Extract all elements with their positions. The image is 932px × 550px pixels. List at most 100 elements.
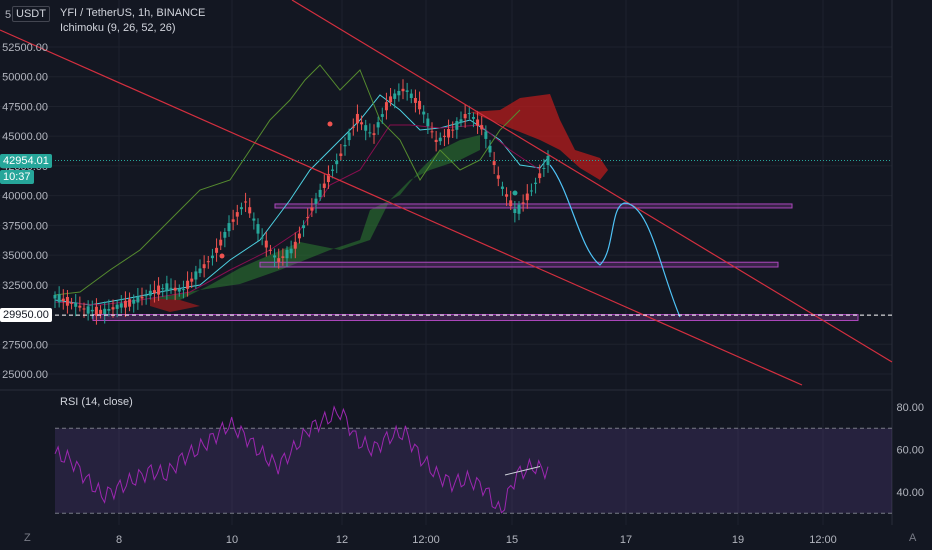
candle-body bbox=[484, 131, 488, 139]
time-tick-label: 12:00 bbox=[412, 534, 440, 546]
candle-body bbox=[70, 302, 74, 304]
candle-body bbox=[509, 200, 513, 207]
channel-lower-line bbox=[0, 29, 803, 386]
candle-body bbox=[517, 204, 521, 214]
candle-body bbox=[409, 93, 413, 99]
candlestick-series bbox=[53, 79, 550, 325]
candle-body bbox=[289, 248, 293, 254]
candle-body bbox=[376, 122, 380, 128]
candle-body bbox=[132, 299, 136, 304]
candle-body bbox=[144, 295, 148, 297]
candle-body bbox=[235, 212, 239, 217]
candle-body bbox=[476, 119, 480, 126]
candle-body bbox=[529, 190, 533, 192]
countdown-badge: 10:37 bbox=[0, 170, 34, 184]
candle-body bbox=[480, 125, 484, 130]
candle-body bbox=[430, 131, 434, 133]
support-zones bbox=[92, 203, 859, 321]
candle-body bbox=[513, 208, 517, 214]
log-scale-icon[interactable]: Z bbox=[24, 532, 31, 544]
candle-body bbox=[505, 194, 509, 197]
indicator-rsi-label[interactable]: RSI (14, close) bbox=[60, 396, 133, 408]
candle-body bbox=[57, 294, 61, 303]
price-tick-label: 45000.00 bbox=[2, 131, 48, 143]
candle-body bbox=[223, 231, 227, 238]
candle-body bbox=[397, 90, 401, 96]
candle-body bbox=[389, 96, 393, 103]
chikou-line bbox=[54, 64, 521, 296]
candle-body bbox=[463, 114, 467, 119]
price-tick-label: 37500.00 bbox=[2, 220, 48, 232]
candle-body bbox=[542, 167, 546, 169]
candle-body bbox=[434, 139, 438, 143]
candle-body bbox=[447, 128, 451, 138]
cloud-bull bbox=[150, 135, 480, 300]
candle-body bbox=[343, 144, 347, 147]
candle-body bbox=[215, 247, 219, 253]
candle-body bbox=[488, 145, 492, 153]
candle-body bbox=[227, 223, 231, 232]
candle-body bbox=[459, 119, 463, 123]
candle-body bbox=[260, 237, 264, 239]
support-zone-3 bbox=[92, 314, 859, 321]
candle-body bbox=[496, 175, 500, 179]
candle-body bbox=[306, 217, 310, 219]
candle-body bbox=[206, 261, 210, 263]
symbol-title: YFI / TetherUS, 1h, BINANCE bbox=[60, 7, 206, 19]
cloud-bear-right bbox=[470, 94, 608, 180]
candle-body bbox=[500, 186, 504, 189]
auto-scale-icon[interactable]: A bbox=[909, 532, 917, 544]
kijun-line bbox=[54, 124, 541, 306]
time-tick-label: 12 bbox=[336, 534, 348, 546]
candle-body bbox=[177, 288, 181, 292]
rsi-axis[interactable]: 80.00 60.00 40.00 bbox=[896, 402, 924, 499]
currency-button[interactable]: USDT bbox=[12, 6, 50, 22]
cloud-bear-left bbox=[150, 298, 200, 312]
candle-body bbox=[314, 198, 318, 204]
time-tick-label: 19 bbox=[732, 534, 744, 546]
price-tick-label: 52500.00 bbox=[2, 42, 48, 54]
candle-body bbox=[318, 189, 322, 198]
candle-body bbox=[331, 169, 335, 171]
candle-body bbox=[285, 249, 289, 259]
price-tick-label: 25000.00 bbox=[2, 369, 48, 381]
candle-body bbox=[152, 290, 156, 294]
candle-body bbox=[140, 296, 144, 299]
rsi-tick-label: 80.00 bbox=[896, 402, 924, 414]
candle-body bbox=[181, 289, 185, 291]
price-tick-label: 32500.00 bbox=[2, 280, 48, 292]
candle-body bbox=[115, 304, 119, 309]
candle-body bbox=[99, 309, 103, 314]
candle-body bbox=[273, 255, 277, 258]
rsi-trend-line bbox=[504, 466, 541, 476]
candle-body bbox=[107, 309, 111, 311]
price-tick-label: 27500.00 bbox=[2, 339, 48, 351]
candle-body bbox=[297, 233, 301, 239]
candle-body bbox=[422, 111, 426, 115]
time-tick-label: 17 bbox=[620, 534, 632, 546]
candle-body bbox=[103, 308, 107, 315]
candle-body bbox=[525, 193, 529, 201]
candle-body bbox=[322, 183, 326, 188]
price-tick-label: 35000.00 bbox=[2, 250, 48, 262]
candle-body bbox=[248, 207, 252, 214]
indicator-ichimoku-label[interactable]: Ichimoku (9, 26, 52, 26) bbox=[60, 22, 176, 34]
time-tick-label: 10 bbox=[226, 534, 238, 546]
candle-body bbox=[413, 98, 417, 103]
time-axis[interactable]: 8 10 12 12:00 15 17 19 12:00 bbox=[116, 534, 837, 546]
time-tick-label: 15 bbox=[506, 534, 518, 546]
candle-body bbox=[426, 118, 430, 127]
candle-body bbox=[169, 287, 173, 289]
signal-dot-1 bbox=[219, 253, 225, 259]
candle-body bbox=[471, 117, 475, 119]
price-tick-label: 40000.00 bbox=[2, 191, 48, 203]
candle-body bbox=[86, 306, 90, 314]
candle-body bbox=[173, 287, 177, 291]
candle-body bbox=[492, 161, 496, 166]
candle-body bbox=[94, 306, 98, 316]
support-zone-2 bbox=[259, 261, 779, 268]
candle-body bbox=[351, 126, 355, 128]
candle-body bbox=[65, 296, 69, 306]
candle-body bbox=[451, 129, 455, 131]
